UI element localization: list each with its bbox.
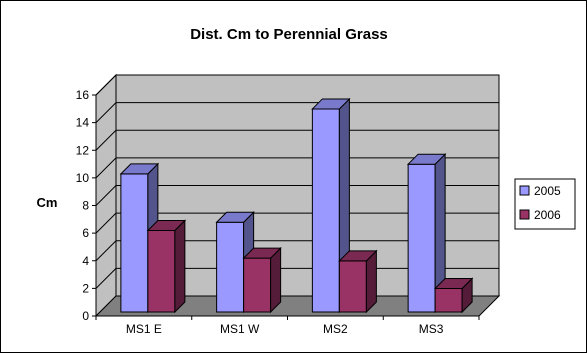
bar-top [406, 153, 447, 165]
legend: 2005 2006 [514, 178, 576, 230]
bar-ms1-e-2006 [146, 219, 187, 314]
bar-ms2-2005 [311, 97, 351, 314]
gridline-side [95, 129, 117, 151]
bar-top [433, 278, 474, 290]
y-tick-label: 14 [76, 116, 90, 130]
gridline-side [95, 157, 117, 179]
bar-ms3-2006 [433, 277, 474, 314]
gridline-side [95, 102, 117, 123]
y-tick-label: 4 [82, 254, 89, 268]
bar-top [146, 220, 187, 232]
bar-front [147, 230, 176, 313]
gridline-side [95, 212, 117, 234]
legend-label-2005: 2005 [534, 184, 561, 198]
legend-label-2006: 2006 [534, 208, 561, 222]
bar-front [311, 108, 340, 313]
y-tick-label: 6 [82, 226, 89, 240]
gridline-side [95, 74, 117, 96]
bar-front [407, 163, 436, 313]
gridline-side [95, 268, 117, 289]
bar-ms2-2006 [338, 249, 378, 314]
chart-title: Dist. Cm to Perennial Grass [190, 26, 388, 43]
x-tick-label: MS3 [419, 322, 444, 336]
bar-front [338, 260, 367, 313]
bar-top [215, 211, 255, 223]
bar-side [174, 219, 186, 314]
bar-ms3-2005 [406, 152, 447, 314]
bar-front [434, 288, 463, 313]
y-tick-label: 12 [76, 143, 90, 157]
bar-front [243, 257, 272, 313]
bar-side [270, 246, 282, 314]
legend-swatch-2005 [519, 185, 530, 196]
bar-top [338, 250, 378, 262]
bar-top [119, 163, 160, 175]
y-tick-label: 0 [82, 309, 89, 323]
bar-top [242, 247, 282, 259]
legend-swatch-2006 [519, 209, 530, 220]
gridline-side [95, 185, 117, 206]
y-tick-label: 16 [76, 88, 90, 102]
x-tick-label: MS1 E [126, 322, 162, 336]
y-tick-label: 8 [82, 199, 89, 213]
bar-front [120, 173, 149, 313]
y-tick-label: 2 [82, 281, 89, 295]
x-tick-label: MS2 [323, 322, 348, 336]
bar-ms1-w-2006 [242, 246, 282, 314]
y-axis-label: Cm [37, 195, 58, 210]
bar-top [311, 98, 351, 110]
y-tick-label: 10 [76, 171, 90, 185]
x-tick-label: MS1 W [220, 322, 260, 336]
plot-area: 0 2 4 6 8 10 12 14 16 MS1 E MS1 W MS2 MS3 [76, 73, 501, 336]
bar-front [216, 221, 245, 313]
gridline-side [95, 240, 117, 262]
